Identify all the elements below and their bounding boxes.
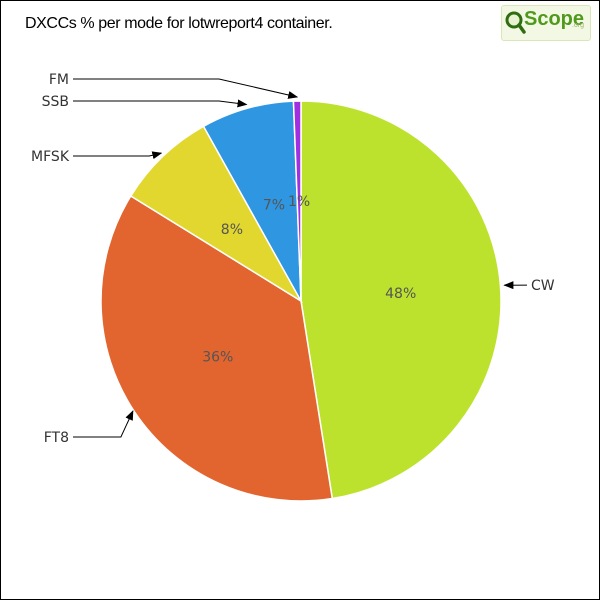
callout-line-fm: [73, 78, 299, 99]
pct-label-ft8: 36%: [202, 349, 233, 365]
callout-line-ssb: [73, 99, 248, 108]
pct-label-cw: 48%: [385, 286, 416, 302]
pie-slice-ft8[interactable]: [100, 194, 334, 502]
callout-line-mfsk: [73, 151, 163, 160]
logo-text: Scope: [524, 8, 585, 30]
pct-label-mfsk: 8%: [221, 222, 243, 238]
pie-slice-cw[interactable]: [300, 100, 502, 500]
qscope-logo[interactable]: Scope .org: [501, 5, 591, 41]
slice-label-fm: FM: [49, 72, 69, 88]
slice-label-cw: CW: [531, 278, 555, 294]
callout-line-ft8: [73, 410, 134, 438]
pct-label-ssb: 7%: [263, 198, 285, 214]
magnifier-icon: [505, 11, 526, 34]
logo-suffix: .org: [572, 22, 585, 29]
slice-label-mfsk: MFSK: [31, 149, 70, 165]
pct-label-fm: 1%: [288, 194, 310, 210]
pie-slice-fm[interactable]: [292, 100, 302, 302]
chart-title: DXCCs % per mode for lotwreport4 contain…: [25, 15, 333, 32]
pie-slice-mfsk[interactable]: [129, 125, 304, 304]
slice-label-ft8: FT8: [44, 430, 69, 446]
slice-label-ssb: SSB: [42, 94, 69, 110]
